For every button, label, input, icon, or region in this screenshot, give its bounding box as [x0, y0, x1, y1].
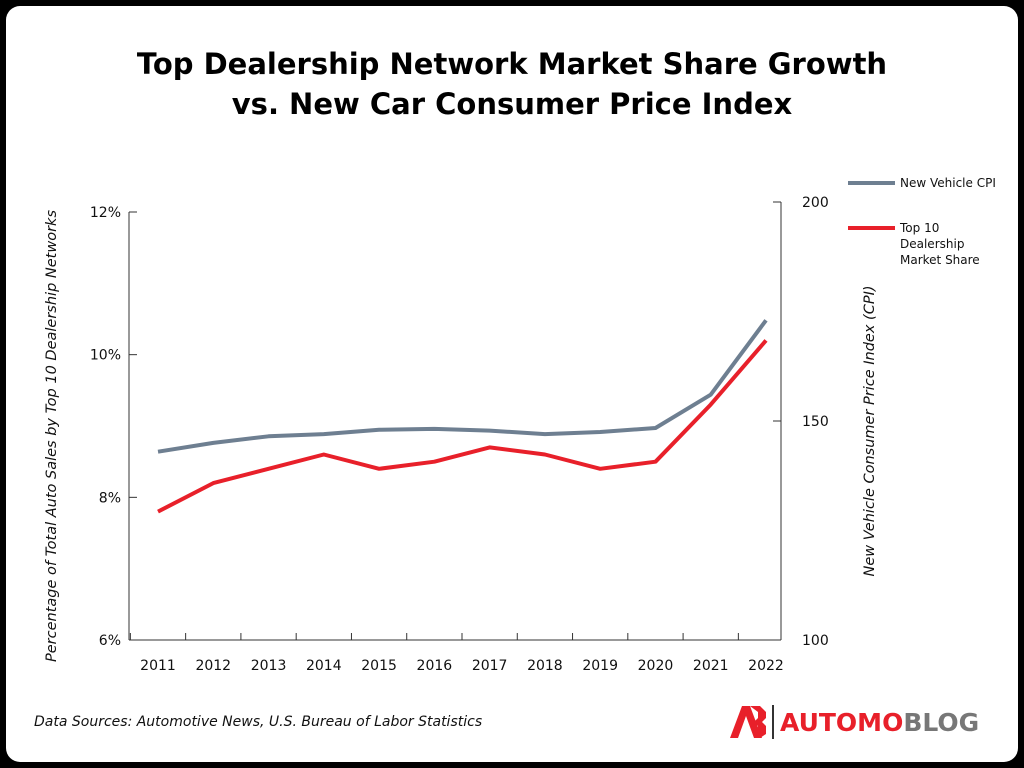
chart-title: Top Dealership Network Market Share Grow…	[6, 44, 1018, 124]
legend-label: New Vehicle CPI	[900, 176, 996, 190]
legend-label: Dealership	[900, 237, 964, 251]
x-axis-tick-label: 2015	[361, 658, 397, 674]
left-axis-tick-label: 10%	[90, 348, 121, 364]
left-axis-tick-label: 8%	[99, 490, 121, 506]
chart-title-line2: vs. New Car Consumer Price Index	[231, 87, 793, 121]
right-axis-tick-label: 100	[802, 633, 829, 649]
chart-card: Top Dealership Network Market Share Grow…	[6, 6, 1018, 762]
left-axis-title: Percentage of Total Auto Sales by Top 10…	[44, 210, 60, 662]
series-line-cpi	[157, 319, 768, 454]
x-axis-tick-label: 2022	[748, 658, 784, 674]
x-axis-tick-label: 2018	[527, 658, 563, 674]
logo-divider	[772, 705, 774, 739]
x-axis-tick-label: 2020	[638, 658, 674, 674]
automoblog-logo-mark-icon	[730, 706, 766, 738]
data-source-note: Data Sources: Automotive News, U.S. Bure…	[34, 714, 483, 730]
logo-wordmark-part1: AUTOMO	[780, 707, 904, 737]
x-axis-tick-label: 2016	[417, 658, 453, 674]
x-axis-tick-label: 2013	[251, 658, 287, 674]
legend-label: Market Share	[900, 253, 980, 267]
automoblog-logo: AUTOMOBLOG	[728, 700, 979, 744]
logo-wordmark: AUTOMOBLOG	[780, 708, 979, 737]
x-axis-tick-label: 2017	[472, 658, 508, 674]
right-axis-title: New Vehicle Consumer Price Index (CPI)	[862, 286, 878, 577]
logo-wordmark-part2: BLOG	[903, 707, 980, 737]
legend-label: Top 10	[899, 221, 939, 235]
series-line-market-share	[157, 339, 768, 514]
left-axis-tick-label: 12%	[90, 205, 121, 221]
right-axis-tick-label: 200	[802, 195, 829, 211]
chart-title-line1: Top Dealership Network Market Share Grow…	[136, 47, 888, 81]
x-axis-tick-label: 2019	[582, 658, 618, 674]
left-axis-tick-label: 6%	[99, 633, 121, 649]
x-axis-tick-label: 2011	[140, 658, 176, 674]
chart-svg: 6% 8% 10% 12% 100 150 200 2011 2012 2013 2014 2015 2…	[44, 176, 996, 674]
x-axis-tick-label: 2014	[306, 658, 342, 674]
x-axis-tick-label: 2012	[195, 658, 231, 674]
x-axis-tick-label: 2021	[693, 658, 729, 674]
right-axis-tick-label: 150	[802, 414, 829, 430]
